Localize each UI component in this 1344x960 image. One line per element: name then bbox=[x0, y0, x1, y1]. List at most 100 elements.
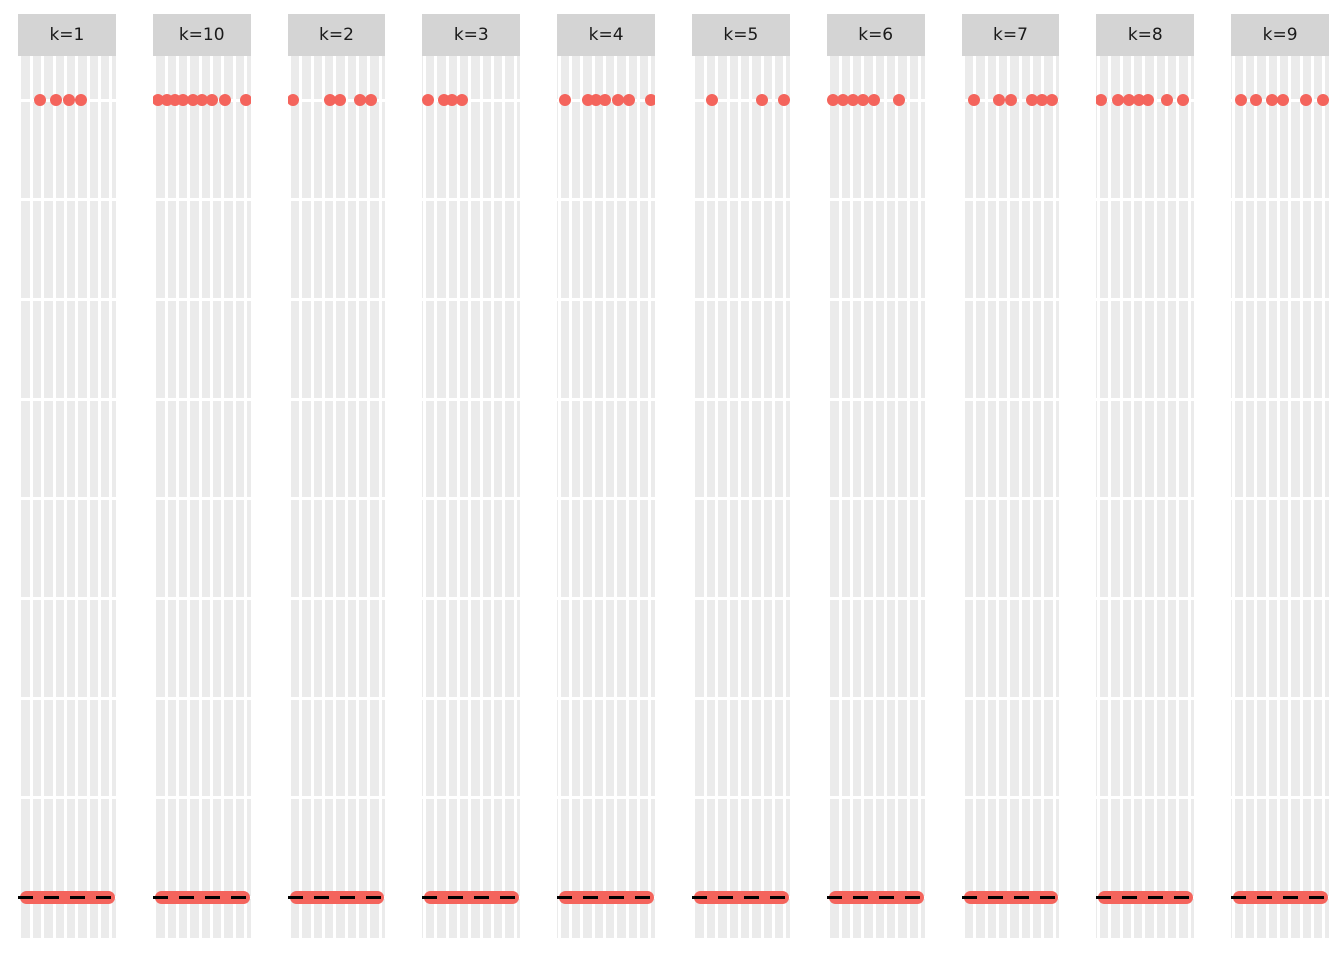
data-point-dot bbox=[1005, 94, 1018, 107]
facet-k-4: k=4 bbox=[557, 14, 655, 938]
data-point-dot bbox=[1300, 94, 1313, 107]
vertical-gridline bbox=[29, 56, 33, 938]
data-point-dot bbox=[195, 94, 208, 107]
reference-dashed-line bbox=[826, 895, 925, 899]
vertical-gridline bbox=[86, 56, 90, 938]
vertical-gridline bbox=[153, 56, 157, 938]
horizontal-gridline bbox=[287, 397, 386, 401]
horizontal-gridline bbox=[961, 596, 1060, 600]
vertical-gridline bbox=[648, 56, 652, 938]
reference-dashed-line bbox=[422, 895, 521, 899]
horizontal-gridline bbox=[1231, 497, 1329, 501]
horizontal-gridline bbox=[287, 198, 386, 202]
data-point-dot bbox=[599, 94, 612, 107]
facet-strip-label: k=9 bbox=[1262, 24, 1298, 45]
data-point-dot bbox=[847, 94, 860, 107]
data-point-dot bbox=[993, 94, 1006, 107]
vertical-gridline bbox=[715, 56, 719, 938]
vertical-gridline bbox=[445, 56, 449, 938]
horizontal-gridline bbox=[826, 297, 925, 301]
data-point-dot bbox=[1025, 94, 1038, 107]
vertical-gridline bbox=[75, 56, 79, 938]
data-point-dot bbox=[1176, 94, 1189, 107]
horizontal-gridline bbox=[691, 297, 790, 301]
horizontal-gridline bbox=[1231, 297, 1329, 301]
vertical-gridline bbox=[637, 56, 641, 938]
horizontal-gridline bbox=[691, 696, 790, 700]
horizontal-gridline bbox=[557, 497, 655, 501]
vertical-gridline bbox=[63, 56, 67, 938]
vertical-gridline bbox=[221, 56, 225, 938]
vertical-gridline bbox=[1096, 56, 1100, 938]
data-point-dot bbox=[1316, 94, 1329, 107]
horizontal-gridline bbox=[961, 696, 1060, 700]
vertical-gridline bbox=[1231, 56, 1235, 938]
facet-k-10: k=10 bbox=[152, 14, 251, 938]
horizontal-gridline bbox=[1096, 497, 1195, 501]
vertical-gridline bbox=[1254, 56, 1258, 938]
facet-strip: k=6 bbox=[826, 14, 925, 56]
horizontal-gridline bbox=[1231, 198, 1329, 202]
data-point-dot bbox=[893, 94, 906, 107]
data-point-dot bbox=[1111, 94, 1124, 107]
facet-strip-label: k=10 bbox=[178, 24, 225, 45]
vertical-gridline bbox=[367, 56, 371, 938]
horizontal-gridline bbox=[287, 497, 386, 501]
horizontal-gridline bbox=[691, 596, 790, 600]
horizontal-gridline bbox=[691, 796, 790, 800]
facet-strip: k=9 bbox=[1231, 14, 1329, 56]
horizontal-gridline bbox=[557, 198, 655, 202]
facet-strip-label: k=2 bbox=[319, 24, 354, 45]
data-point-dot bbox=[152, 94, 164, 107]
horizontal-gridline bbox=[1096, 198, 1195, 202]
data-point-dot bbox=[1142, 94, 1155, 107]
vertical-gridline bbox=[895, 56, 899, 938]
vertical-gridline bbox=[703, 56, 707, 938]
vertical-gridline bbox=[1311, 56, 1315, 938]
vertical-gridline bbox=[760, 56, 764, 938]
vertical-gridline bbox=[883, 56, 887, 938]
facet-strip: k=3 bbox=[422, 14, 521, 56]
facet-strip-label: k=3 bbox=[453, 24, 489, 45]
vertical-gridline bbox=[783, 56, 787, 938]
vertical-gridline bbox=[557, 56, 561, 938]
horizontal-gridline bbox=[557, 397, 655, 401]
horizontal-gridline bbox=[1096, 696, 1195, 700]
vertical-gridline bbox=[299, 56, 303, 938]
horizontal-gridline bbox=[826, 198, 925, 202]
vertical-gridline bbox=[1007, 56, 1011, 938]
vertical-gridline bbox=[502, 56, 506, 938]
horizontal-gridline bbox=[152, 796, 251, 800]
vertical-gridline bbox=[1299, 56, 1303, 938]
horizontal-gridline bbox=[691, 497, 790, 501]
facet-panel bbox=[826, 56, 925, 938]
horizontal-gridline bbox=[557, 696, 655, 700]
vertical-gridline bbox=[52, 56, 56, 938]
facet-panel bbox=[1096, 56, 1195, 938]
facet-panel bbox=[18, 56, 116, 938]
horizontal-gridline bbox=[961, 497, 1060, 501]
vertical-gridline bbox=[1322, 56, 1326, 938]
vertical-gridline bbox=[97, 56, 101, 938]
vertical-gridline bbox=[198, 56, 202, 938]
facet-panel bbox=[961, 56, 1060, 938]
data-point-dot bbox=[206, 94, 219, 107]
facet-strip-label: k=5 bbox=[723, 24, 759, 45]
vertical-gridline bbox=[244, 56, 248, 938]
facet-strip: k=5 bbox=[691, 14, 790, 56]
facet-k-3: k=3 bbox=[422, 14, 521, 938]
horizontal-gridline bbox=[287, 796, 386, 800]
horizontal-gridline bbox=[1096, 596, 1195, 600]
data-point-dot bbox=[826, 94, 839, 107]
vertical-gridline bbox=[614, 56, 618, 938]
data-point-dot bbox=[287, 94, 300, 107]
vertical-gridline bbox=[737, 56, 741, 938]
vertical-gridline bbox=[1164, 56, 1168, 938]
horizontal-gridline bbox=[422, 796, 521, 800]
horizontal-gridline bbox=[557, 297, 655, 301]
data-point-dot bbox=[455, 94, 468, 107]
horizontal-gridline bbox=[1231, 596, 1329, 600]
data-point-dot bbox=[778, 94, 790, 107]
vertical-gridline bbox=[210, 56, 213, 938]
